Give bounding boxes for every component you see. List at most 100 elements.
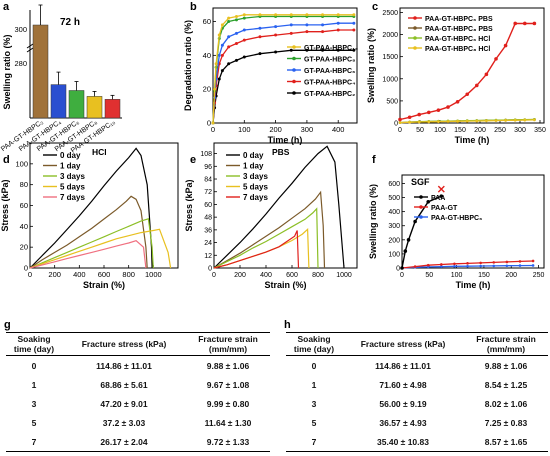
- table-g-cell: 1: [31, 379, 37, 390]
- data-point: [242, 16, 246, 20]
- y-tick-label: 108: [200, 151, 212, 158]
- data-point: [220, 23, 224, 27]
- legend-marker: [419, 205, 423, 209]
- data-point: [406, 238, 411, 242]
- y-tick-label: 40: [203, 51, 211, 60]
- data-point: [453, 262, 456, 266]
- series-line: [213, 230, 300, 269]
- data-point: [227, 45, 231, 49]
- table-h-cell: 5: [311, 417, 317, 428]
- data-point: [466, 264, 469, 268]
- legend-label: PAA-GT-HBPC₆: [431, 215, 482, 222]
- x-tick-label: 100: [238, 125, 251, 134]
- annotation-label: PBS: [272, 147, 290, 157]
- y-tick-label: 1500: [382, 54, 398, 61]
- x-tick-label: 400: [260, 272, 272, 279]
- table-h-cell: 9.88 ± 1.06: [484, 360, 528, 371]
- legend-marker: [292, 91, 296, 95]
- legend-label: 0 day: [60, 151, 81, 160]
- x-tick-label: 50: [425, 272, 433, 279]
- x-tick-label: 0: [400, 272, 404, 279]
- y-tick-label: 72: [204, 189, 212, 196]
- bar: [68, 90, 85, 119]
- data-point: [475, 83, 479, 88]
- legend-label: 3 days: [243, 172, 268, 181]
- table-h-row: 5 36.57 ± 4.93 7.25 ± 0.83: [286, 413, 548, 432]
- data-point: [505, 264, 509, 268]
- legend-label: PAA-GT-HBPC₆ HCl: [425, 36, 490, 43]
- x-tick-label: 250: [533, 272, 545, 279]
- data-point: [321, 23, 325, 27]
- legend-label: PAA-GT-HBPC₈ HCl: [425, 46, 490, 53]
- data-point: [220, 53, 224, 57]
- y-tick-label: 500: [388, 195, 400, 202]
- y-axis-label: Swelling ratio (%): [368, 184, 378, 259]
- table-g-cell: 9.72 ± 1.33: [206, 436, 250, 447]
- plot-frame: [213, 142, 358, 269]
- data-point: [518, 264, 522, 267]
- data-point: [336, 28, 340, 32]
- data-point: [505, 260, 509, 264]
- data-point: [403, 249, 408, 253]
- data-point: [494, 57, 498, 61]
- legend-marker: [292, 79, 296, 84]
- table-g-row: 0 114.86 ± 11.01 9.88 ± 1.06: [6, 356, 270, 376]
- data-point: [408, 120, 411, 124]
- table-h-cell: 35.40 ± 10.83: [377, 436, 429, 447]
- table-g-cell: 7: [31, 436, 37, 447]
- data-point: [455, 99, 460, 104]
- legend-marker: [413, 36, 417, 40]
- data-point: [234, 42, 238, 46]
- panel-letter-e: e: [190, 154, 196, 166]
- bar: [86, 96, 103, 119]
- legend-marker: [419, 215, 423, 219]
- data-point: [336, 21, 340, 25]
- data-point: [242, 55, 246, 59]
- series-line: [401, 195, 442, 269]
- axis-break-mark: [26, 47, 34, 53]
- table-g-cell: 3: [31, 398, 37, 409]
- data-point: [217, 77, 221, 81]
- data-point: [532, 21, 537, 26]
- data-point: [234, 14, 238, 18]
- x-axis-label: Time (h): [455, 135, 490, 145]
- data-point: [242, 13, 246, 17]
- data-point: [504, 119, 507, 122]
- table-h-row: 7 35.40 ± 10.83 8.57 ± 1.65: [286, 432, 548, 452]
- table-h-cell: 114.86 ± 11.01: [375, 360, 431, 371]
- data-point: [289, 13, 293, 17]
- y-axis-label: Stress (kPa): [184, 179, 194, 231]
- table-h-header-strain: Fracture strain (mm/mm): [476, 334, 536, 354]
- series-line: [29, 240, 147, 269]
- panel-letter-c: c: [372, 1, 378, 13]
- table-g-cell: 0: [31, 360, 37, 371]
- table-h-cell: 0: [311, 360, 317, 371]
- data-point: [413, 265, 417, 268]
- legend-marker: [419, 195, 423, 199]
- data-point: [305, 48, 309, 52]
- data-point: [413, 219, 417, 224]
- table-h-cell: 8.57 ± 1.65: [484, 436, 528, 447]
- data-point: [533, 118, 536, 122]
- series-line: [213, 190, 326, 269]
- x-tick-label: 200: [474, 127, 486, 134]
- data-point: [427, 120, 431, 124]
- data-point: [436, 108, 441, 112]
- data-point: [407, 115, 412, 120]
- data-point: [484, 72, 489, 77]
- y-tick-label: 100: [388, 251, 400, 258]
- table-h-row: 0 114.86 ± 11.01 9.88 ± 1.06: [286, 356, 548, 376]
- table-g-header-time: Soaking time (day): [13, 334, 55, 354]
- data-point: [440, 265, 443, 268]
- legend-label: GT-PAA-HBPC₁₀: [304, 45, 358, 52]
- data-point: [220, 69, 224, 73]
- legend-label: 0 day: [243, 151, 264, 160]
- x-tick-label: 50: [416, 127, 424, 134]
- data-point: [274, 50, 278, 54]
- data-point: [352, 28, 356, 32]
- table-h-row: 3 56.00 ± 9.19 8.02 ± 1.06: [286, 394, 548, 413]
- y-tick-label: 280: [14, 59, 27, 68]
- close-icon: [437, 185, 445, 193]
- table-g-row: 7 26.17 ± 2.04 9.72 ± 1.33: [6, 432, 270, 452]
